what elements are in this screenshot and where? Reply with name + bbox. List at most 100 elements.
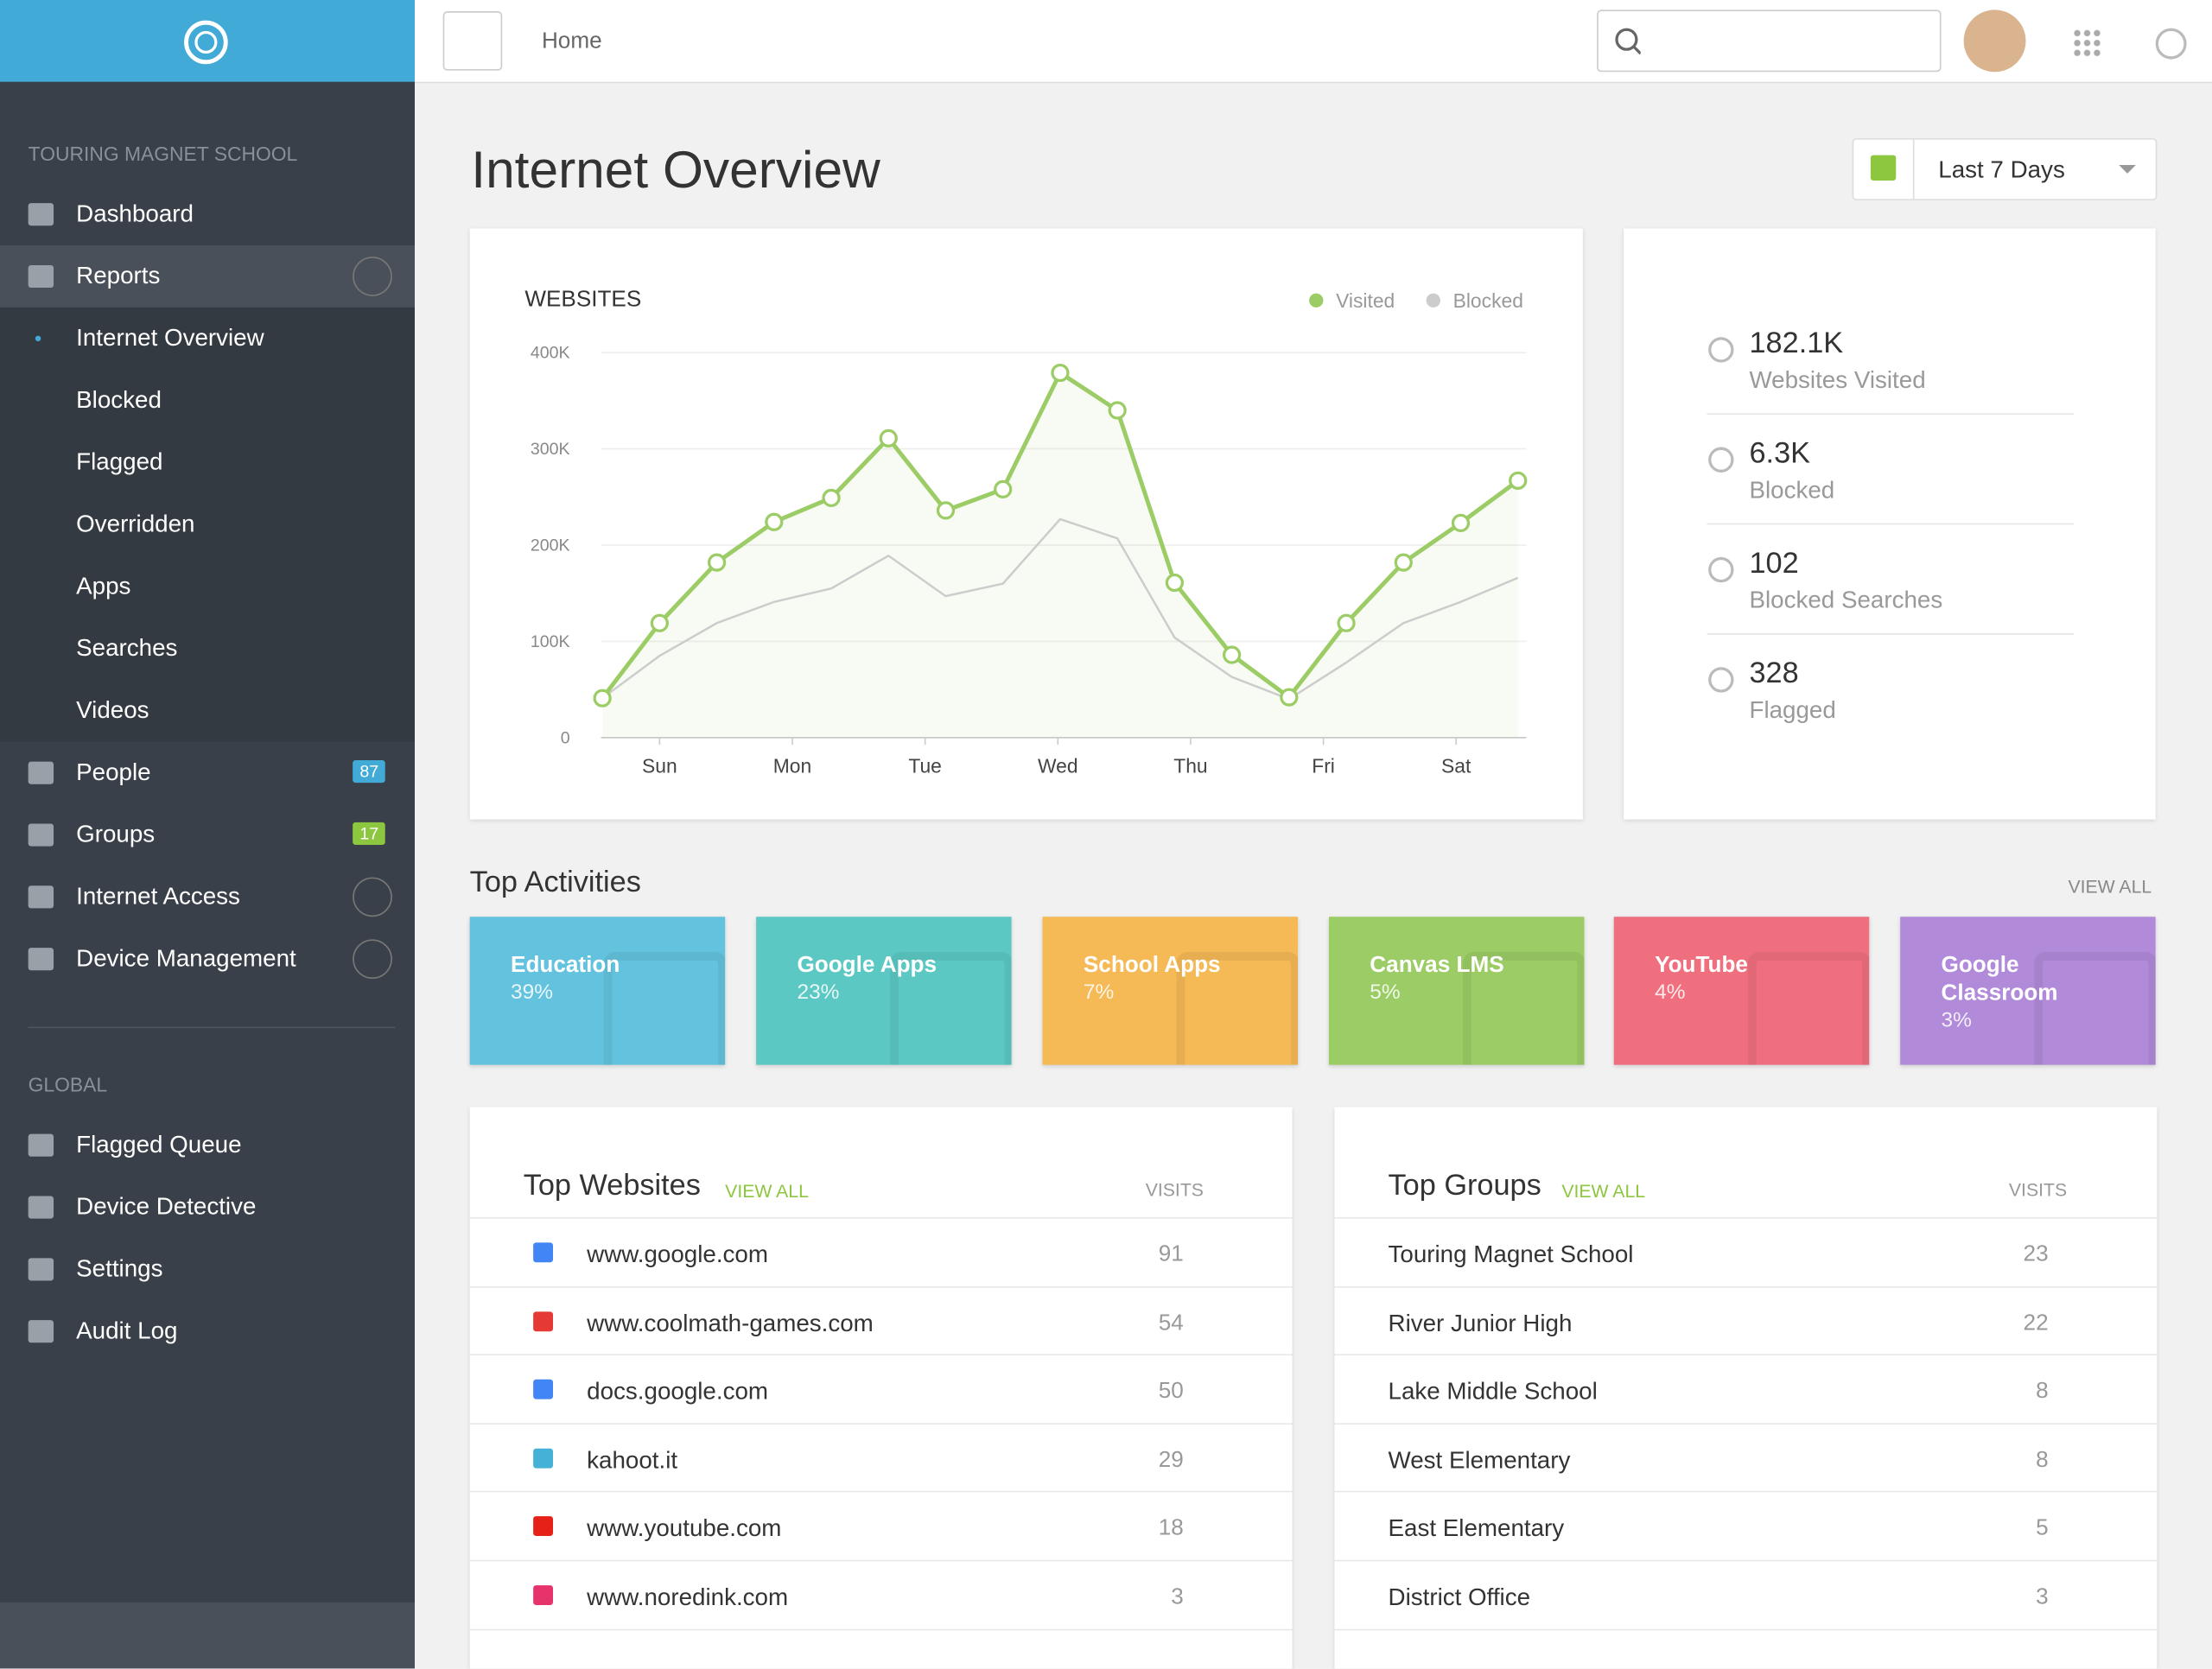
x-tick-label: Mon <box>773 755 811 777</box>
nav-label: People <box>76 758 151 786</box>
cell-visits: 54 <box>1158 1310 1184 1336</box>
table-card: Top Websites VIEW ALL VISITS www.google.com… <box>469 1107 1293 1669</box>
avatar[interactable] <box>1963 10 2026 73</box>
tile-name: Google Classroom <box>1941 953 2058 1006</box>
topbar: Home <box>414 0 2212 84</box>
x-tick-label: Sat <box>1441 755 1471 777</box>
site-icon <box>533 1516 553 1537</box>
tile-icon <box>2034 952 2156 1065</box>
point <box>1337 613 1356 632</box>
column-header: VISITS <box>2008 1178 2068 1201</box>
stat-label: Blocked <box>1749 476 1835 504</box>
nav-icon <box>28 885 54 909</box>
stat-icon <box>1708 556 1734 583</box>
nav-item[interactable]: Dashboard <box>0 183 415 245</box>
point <box>1280 688 1299 707</box>
cell-name: District Office <box>1388 1583 1531 1611</box>
stat-label: Blocked Searches <box>1749 587 1943 614</box>
subnav-item[interactable]: Blocked <box>76 386 162 414</box>
activity-tile[interactable]: Education 39% <box>469 917 726 1065</box>
nav-item[interactable]: People 87 <box>0 742 415 804</box>
subnav-item[interactable]: Overridden <box>76 511 195 538</box>
point <box>1222 645 1242 664</box>
nav-item[interactable]: Device Management <box>0 928 415 990</box>
tile-name: Education <box>511 953 620 978</box>
stat-value: 6.3K <box>1749 437 1811 470</box>
point <box>593 689 612 708</box>
cell-visits: 29 <box>1158 1448 1184 1473</box>
activity-tile[interactable]: Google Classroom 3% <box>1900 917 2156 1065</box>
date-range[interactable]: Last 7 Days <box>1852 137 2158 200</box>
nav-label[interactable]: Settings <box>76 1255 163 1283</box>
subnav-item[interactable]: Apps <box>76 572 131 600</box>
row-divider <box>1334 1491 2158 1493</box>
row-divider <box>1334 1354 2158 1356</box>
view-all[interactable]: VIEW ALL <box>1561 1180 1646 1203</box>
nav-item[interactable]: Reports <box>0 245 415 308</box>
global-label: GLOBAL <box>28 1073 108 1096</box>
cell-visits: 5 <box>2036 1516 2049 1541</box>
y-tick-label: 300K <box>531 440 570 459</box>
toggle-button[interactable] <box>442 11 503 71</box>
divider <box>1912 139 1915 200</box>
subnav-item[interactable]: Videos <box>76 696 149 724</box>
site-icon <box>533 1448 553 1469</box>
y-tick-label: 100K <box>531 632 570 651</box>
cell-name: www.noredink.com <box>587 1583 789 1611</box>
point <box>1051 363 1070 383</box>
cell-visits: 91 <box>1158 1242 1184 1267</box>
logo <box>184 20 228 65</box>
activity-tile[interactable]: YouTube 4% <box>1613 917 1870 1065</box>
nav-label[interactable]: Flagged Queue <box>76 1131 242 1158</box>
row-divider <box>1334 1285 2158 1287</box>
activity-tile[interactable]: School Apps 7% <box>1042 917 1299 1065</box>
cell-name: Lake Middle School <box>1388 1378 1598 1406</box>
chart-card: WEBSITES 0 100K 200K 300K 400K Sun Mon Tue Wed Thu… <box>469 228 1583 820</box>
nav-label[interactable]: Device Detective <box>76 1193 257 1221</box>
nav-icon <box>28 1320 54 1343</box>
tile-icon <box>603 952 726 1065</box>
x-tick-label: Sun <box>642 755 677 777</box>
cell-name: River Junior High <box>1388 1310 1573 1337</box>
subnav: Internet Overview Blocked Flagged Overridde… <box>0 307 415 742</box>
view-all[interactable]: VIEW ALL <box>2068 875 2152 898</box>
point <box>1108 401 1127 420</box>
row-divider <box>1334 1628 2158 1630</box>
cell-visits: 3 <box>1171 1585 1184 1609</box>
nav-item[interactable]: Internet Access <box>0 866 415 928</box>
breadcrumb[interactable]: Home <box>541 29 602 54</box>
subnav-item[interactable]: Internet Overview <box>76 324 264 352</box>
apps-icon[interactable] <box>2072 28 2101 57</box>
subnav-item[interactable]: Flagged <box>76 448 163 476</box>
expand-icon <box>353 877 392 917</box>
row-divider <box>1334 1423 2158 1425</box>
help-icon[interactable] <box>2155 28 2187 60</box>
page-title: Internet Overview <box>471 141 880 200</box>
subnav-item[interactable]: Searches <box>76 634 178 662</box>
activity-tile[interactable]: Canvas LMS 5% <box>1328 917 1585 1065</box>
cell-visits: 8 <box>2036 1448 2049 1473</box>
search-box[interactable] <box>1597 10 1942 73</box>
divider <box>28 1026 396 1029</box>
table-title: Top Websites <box>523 1169 701 1203</box>
stat-label: Flagged <box>1749 696 1836 724</box>
legend-label: Visited <box>1336 289 1395 312</box>
cell-name: Touring Magnet School <box>1388 1241 1634 1268</box>
tile-share: 3% <box>1941 1008 1972 1033</box>
stat-value: 182.1K <box>1749 327 1844 360</box>
point <box>1451 513 1471 533</box>
nav-icon <box>28 264 54 289</box>
nav-label: Internet Access <box>76 883 240 911</box>
point <box>1165 573 1184 593</box>
nav-item[interactable]: Groups 17 <box>0 804 415 866</box>
cell-name: West Elementary <box>1388 1446 1571 1474</box>
view-all[interactable]: VIEW ALL <box>725 1180 809 1203</box>
site-icon <box>533 1310 553 1331</box>
activity-tile[interactable]: Google Apps 23% <box>756 917 1012 1065</box>
nav-label[interactable]: Audit Log <box>76 1317 178 1344</box>
point <box>1509 471 1528 490</box>
stat-value: 328 <box>1749 657 1799 690</box>
stats-card: 182.1K Websites Visited 6.3K Blocked 102 Bloc… <box>1624 228 2156 820</box>
divider <box>1707 523 2074 525</box>
